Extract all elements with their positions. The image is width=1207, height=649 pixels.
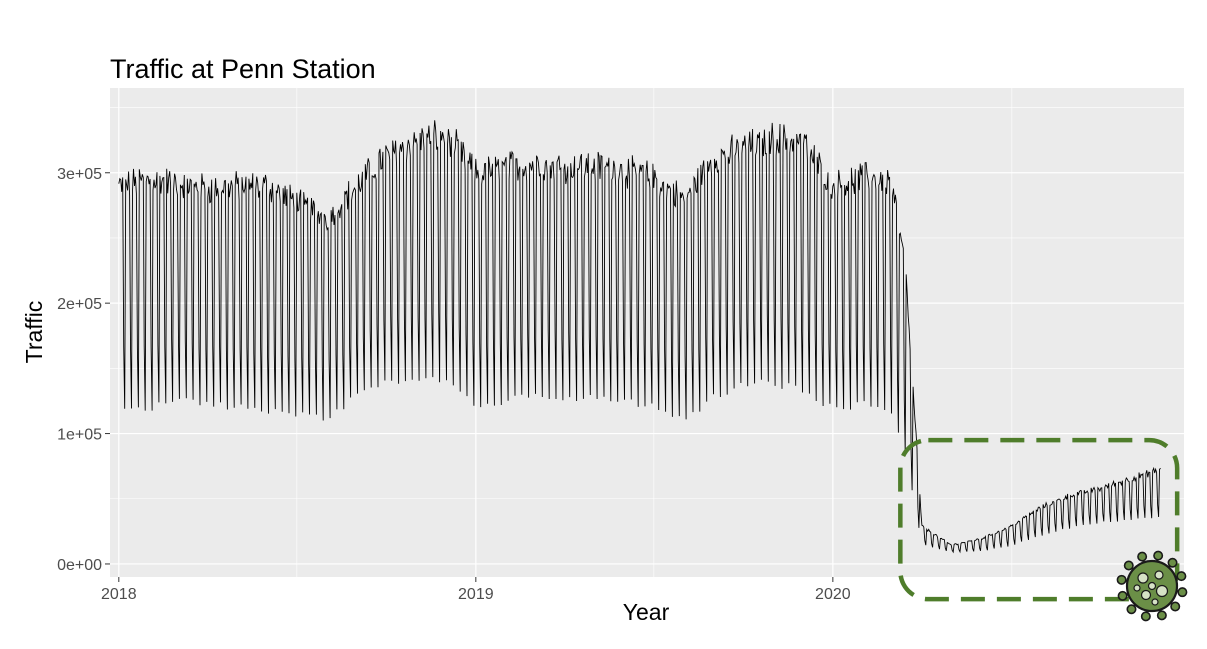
x-tick-label: 2020: [815, 586, 851, 603]
data-series: [118, 120, 1161, 554]
y-tick-label: 3e+05: [57, 166, 102, 183]
x-tick-label: 2019: [458, 586, 494, 603]
traffic-line: [118, 120, 1161, 554]
covid-annotation: [898, 437, 1188, 622]
y-axis-title: Traffic: [21, 301, 47, 364]
virus-icon: [1116, 550, 1188, 622]
y-tick-label: 2e+05: [57, 296, 102, 313]
x-axis-title: Year: [623, 599, 670, 625]
x-tick-label: 2018: [101, 586, 137, 603]
y-tick-label: 1e+05: [57, 427, 102, 444]
chart-title: Traffic at Penn Station: [110, 54, 376, 84]
y-tick-label: 0e+00: [57, 557, 102, 574]
covid-highlight-box: [898, 437, 1180, 602]
gridlines: [110, 88, 1184, 577]
axes: 0e+00 1e+05 2e+05 3e+05 2018 2019 2020: [57, 166, 851, 603]
